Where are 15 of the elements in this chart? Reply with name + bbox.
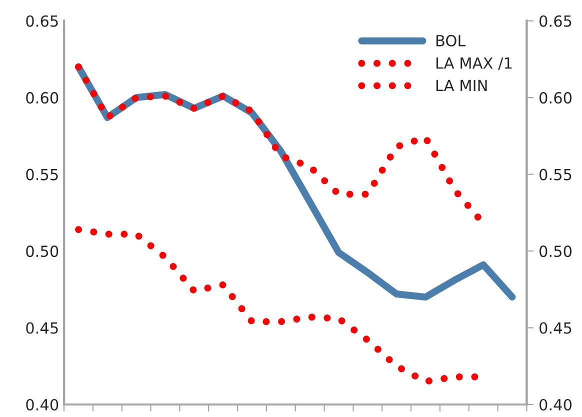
- legend-label: LA MAX /1: [436, 57, 512, 70]
- y-tick-label: 0.50: [26, 246, 58, 258]
- y2-tick-label: 0.40: [540, 398, 572, 411]
- legend-label: BOL: [436, 34, 466, 46]
- y2-tick-label: 0.45: [540, 322, 572, 334]
- y-tick-label: 0.45: [26, 322, 58, 334]
- y2-tick-label: 0.55: [540, 168, 572, 180]
- y-tick-label: 0.60: [26, 92, 58, 104]
- legend-label: LA MIN: [436, 80, 487, 92]
- y-tick-label: 0.40: [26, 398, 58, 411]
- y2-tick-label: 0.50: [540, 246, 572, 258]
- y-tick-label: 0.65: [26, 15, 58, 27]
- y-tick-label: 0.55: [26, 168, 58, 180]
- y2-tick-label: 0.65: [540, 15, 572, 27]
- y2-tick-label: 0.60: [540, 92, 572, 104]
